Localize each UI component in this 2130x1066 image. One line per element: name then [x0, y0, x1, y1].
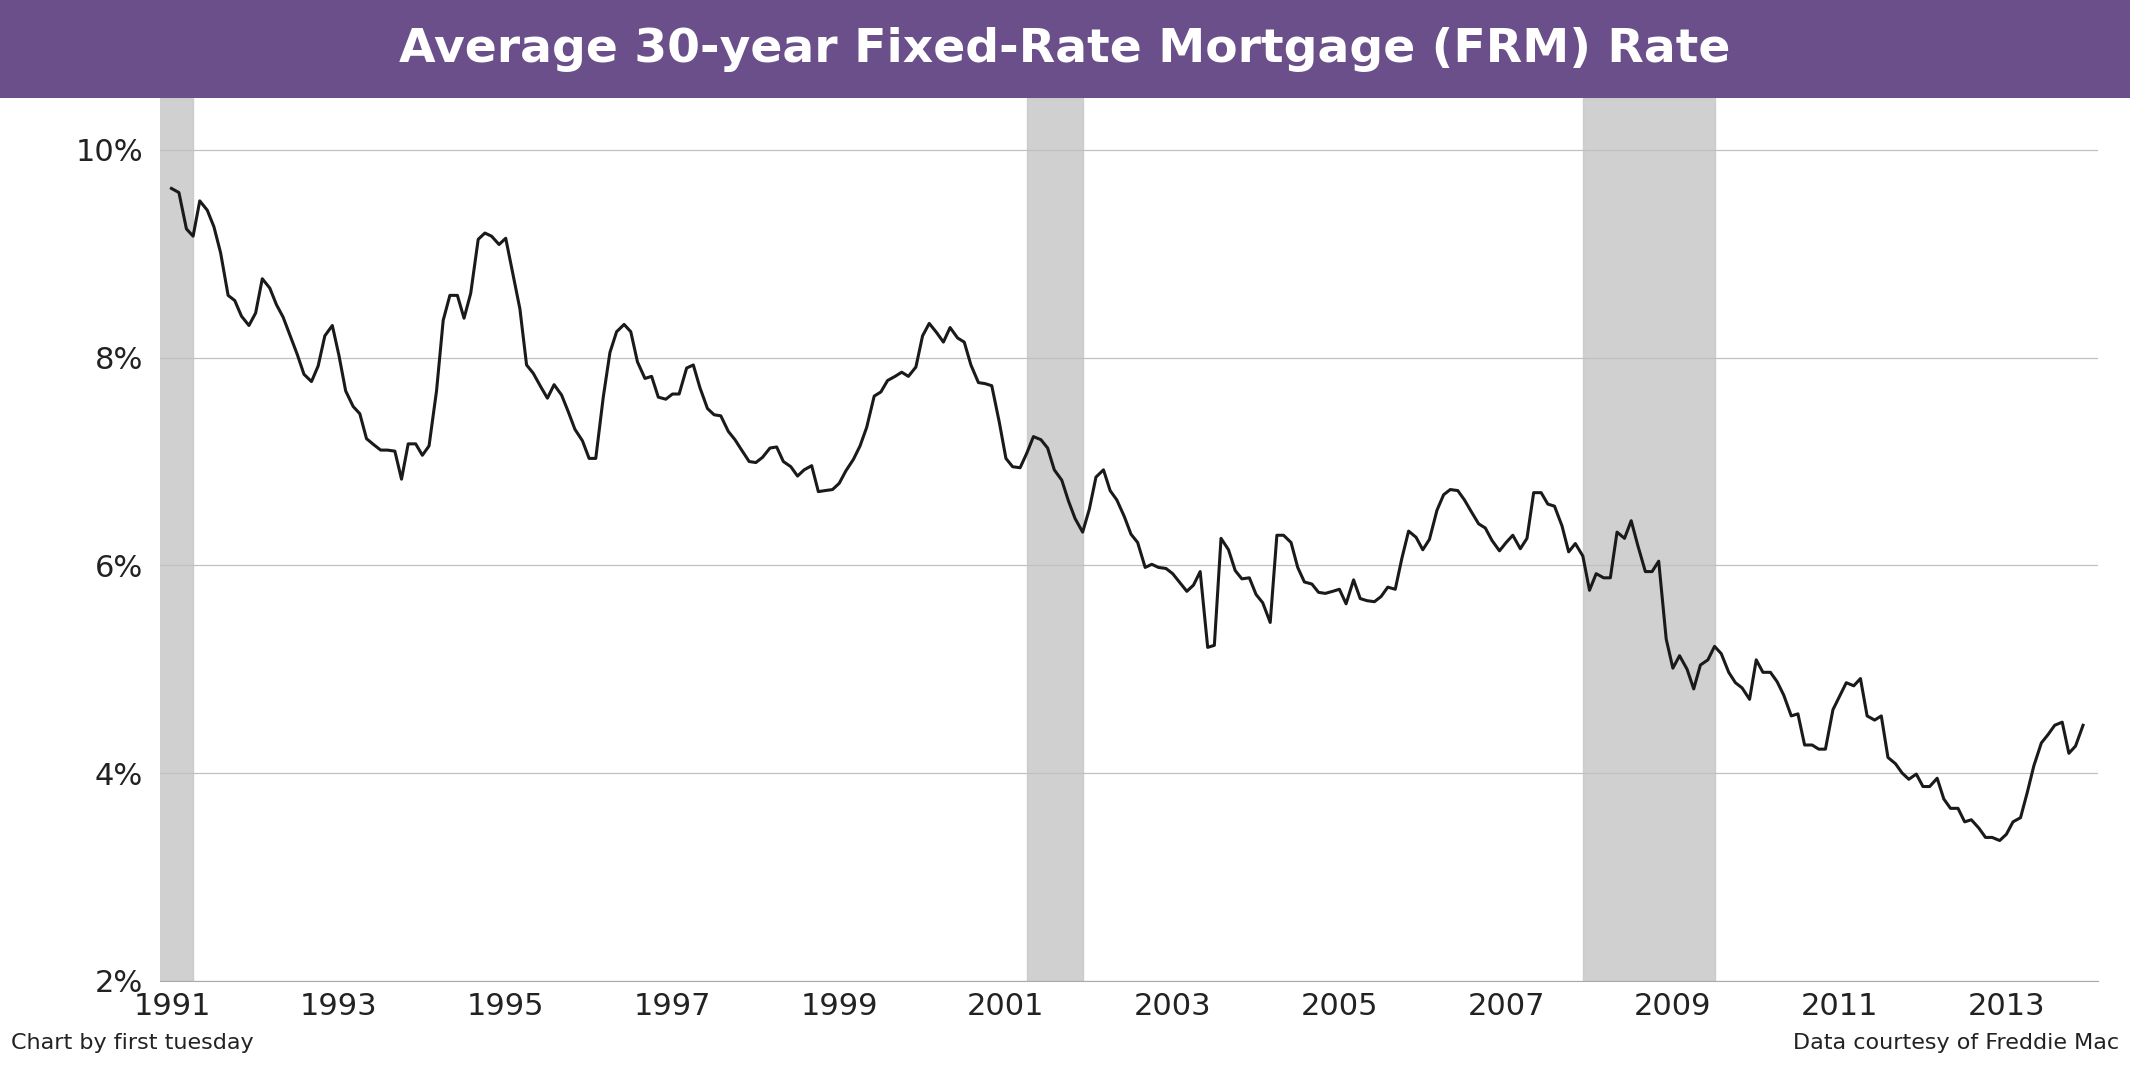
- Bar: [151, 98, 194, 981]
- Text: Average 30-year Fixed-Rate Mortgage (FRM) Rate: Average 30-year Fixed-Rate Mortgage (FRM…: [398, 27, 1732, 71]
- Text: Data courtesy of Freddie Mac: Data courtesy of Freddie Mac: [1793, 1033, 2119, 1053]
- Bar: [1583, 98, 1715, 981]
- Bar: [1027, 98, 1082, 981]
- Text: Chart by first tuesday: Chart by first tuesday: [11, 1033, 253, 1053]
